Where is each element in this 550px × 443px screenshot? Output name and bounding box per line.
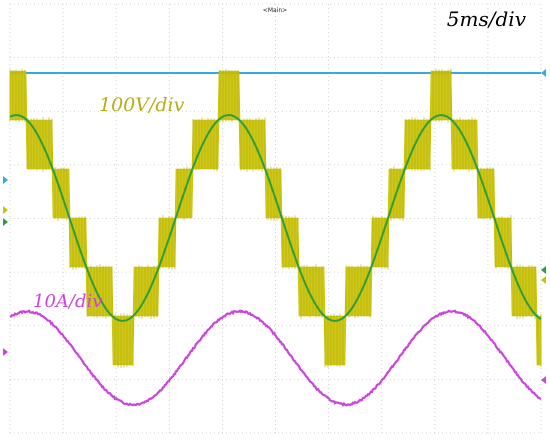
channel-marker-icon <box>3 348 8 356</box>
current-trace <box>9 309 542 408</box>
voltage-scale-label: 100V/div <box>99 94 185 116</box>
pwm-voltage-trace <box>9 68 542 368</box>
channel-markers <box>3 176 546 384</box>
channel-marker-icon <box>541 376 546 384</box>
reference-marker-icon <box>541 69 546 77</box>
channel-marker-icon <box>3 176 8 184</box>
voltage-fundamental-trace <box>9 114 542 322</box>
channel-marker-icon <box>3 206 8 214</box>
channel-marker-icon <box>3 218 8 226</box>
channel-marker-icon <box>541 276 546 284</box>
grid <box>9 3 542 434</box>
channel-marker-icon <box>541 266 546 274</box>
current-scale-label: 10A/div <box>33 291 102 312</box>
timebase-label: 5ms/div <box>447 7 527 31</box>
header-label: <Main> <box>263 7 287 14</box>
